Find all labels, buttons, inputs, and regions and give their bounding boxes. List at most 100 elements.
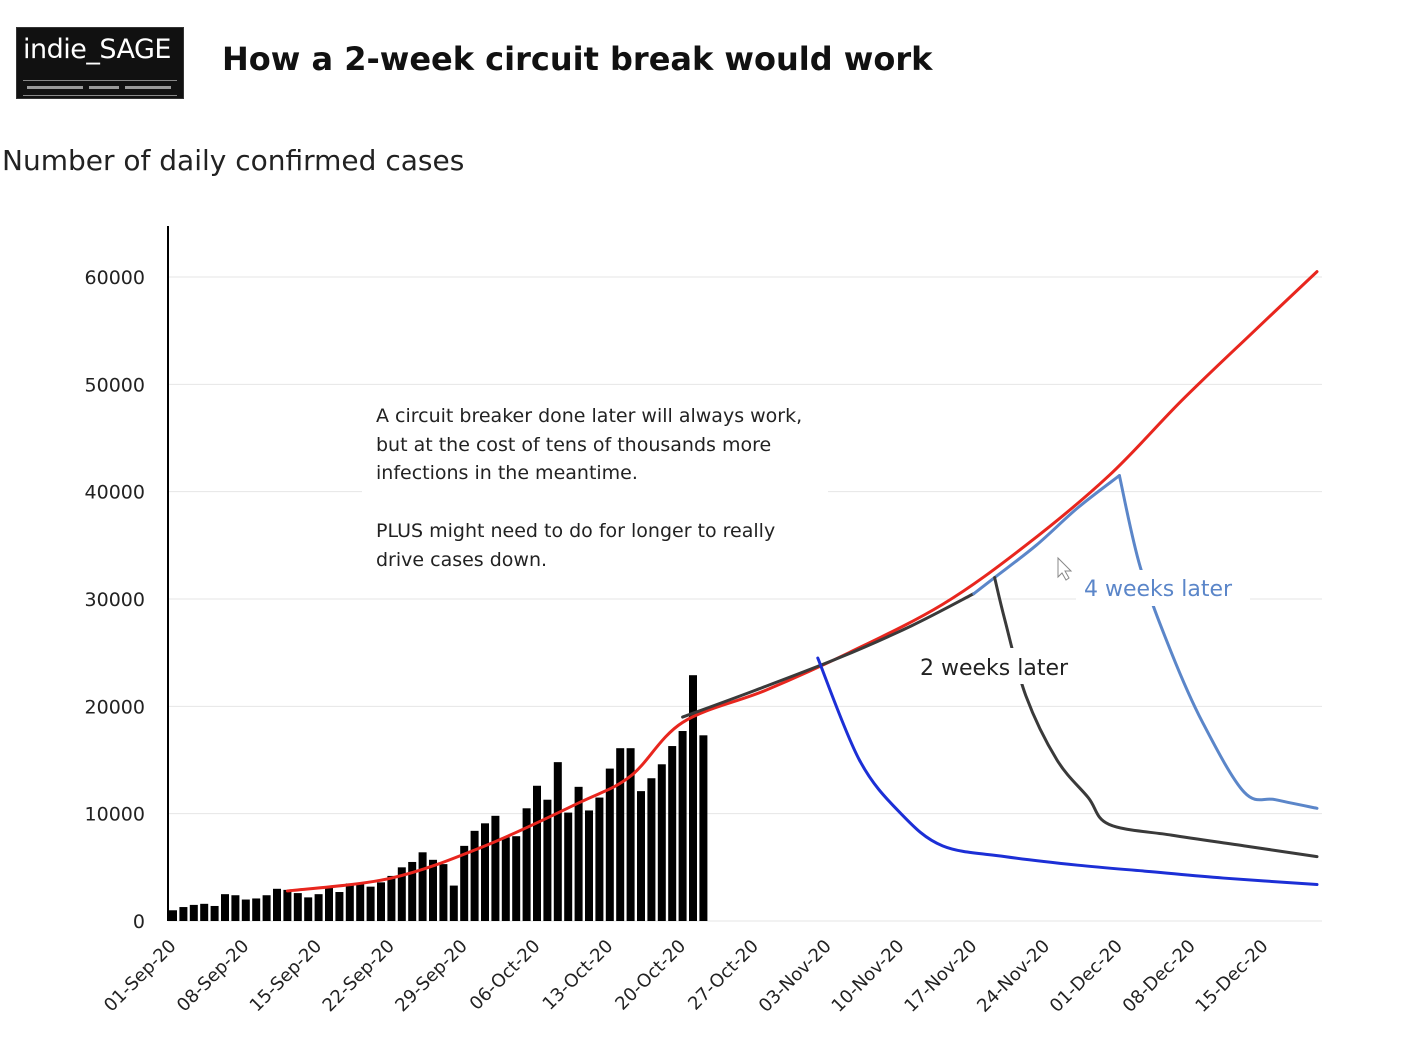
x-tick-label: 06-Oct-20	[466, 936, 545, 1015]
x-tick-labels: 01-Sep-2008-Sep-2015-Sep-2022-Sep-2029-S…	[100, 936, 1272, 1017]
case-bar	[449, 885, 458, 921]
case-bar	[460, 845, 469, 921]
case-bar	[231, 895, 240, 921]
y-tick-label: 10000	[85, 804, 145, 826]
case-bar	[335, 892, 344, 921]
label-bg	[1076, 570, 1250, 606]
case-bar	[585, 810, 593, 921]
annotation-box	[362, 394, 828, 584]
case-bar	[210, 905, 219, 921]
x-tick-label: 01-Dec-20	[1046, 936, 1127, 1017]
case-bar	[605, 768, 614, 921]
case-bar	[439, 864, 448, 921]
series-line	[1117, 474, 1319, 810]
x-tick-label: 15-Sep-20	[246, 936, 326, 1016]
x-tick-label: 17-Nov-20	[900, 936, 981, 1017]
case-bar	[252, 898, 261, 921]
two-weeks-later-label: 2 weeks later	[920, 656, 1069, 681]
case-bar	[637, 791, 645, 921]
y-tick-label: 0	[133, 911, 145, 933]
y-tick-label: 50000	[85, 374, 145, 396]
x-tick-label: 08-Dec-20	[1119, 936, 1200, 1017]
case-bar	[668, 746, 677, 921]
case-bar	[314, 894, 323, 921]
y-tick-label: 20000	[85, 696, 145, 718]
case-bar	[553, 762, 562, 921]
case-bar	[564, 812, 573, 921]
indie-sage-logo: indie_SAGE	[16, 27, 184, 99]
page-title: How a 2-week circuit break would work	[222, 40, 933, 78]
case-bar	[647, 778, 656, 921]
annotation-text-line: but at the cost of tens of thousands mor…	[376, 434, 771, 456]
case-bar	[491, 815, 500, 921]
case-bar	[200, 903, 209, 921]
x-tick-label: 08-Sep-20	[173, 936, 253, 1016]
case-bar	[179, 907, 188, 921]
series-line	[993, 576, 1319, 859]
daily-case-bars	[169, 675, 708, 921]
gridlines	[168, 276, 1322, 922]
annotation-text-line: A circuit breaker done later will always…	[376, 405, 802, 427]
case-bar	[512, 836, 521, 921]
x-tick-label: 22-Sep-20	[319, 936, 399, 1016]
x-tick-label: 01-Sep-20	[100, 936, 180, 1016]
four-weeks-later-label: 4 weeks later	[1084, 577, 1233, 602]
case-bar	[574, 786, 583, 921]
y-tick-labels: 0 10000 20000 30000 40000 50000 60000	[85, 267, 145, 933]
case-bar	[293, 893, 302, 921]
case-bar	[522, 808, 531, 921]
x-tick-label: 29-Sep-20	[391, 936, 471, 1016]
case-bar	[262, 895, 271, 921]
x-tick-label: 20-Oct-20	[611, 936, 690, 1015]
case-bar	[325, 887, 333, 921]
logo-text: indie_SAGE	[23, 34, 171, 65]
case-bar	[241, 899, 250, 921]
series-line	[681, 592, 976, 719]
case-bar	[387, 875, 396, 921]
y-axis-title: Number of daily confirmed cases	[2, 144, 465, 177]
annotation-text-line: drive cases down.	[376, 549, 547, 571]
x-tick-label: 03-Nov-20	[755, 936, 836, 1017]
x-tick-label: 13-Oct-20	[539, 936, 618, 1015]
case-bar	[366, 886, 375, 921]
series-line	[972, 474, 1121, 596]
case-bar	[429, 859, 437, 921]
label-bg	[913, 648, 1077, 684]
annotation-text-line: PLUS might need to do for longer to real…	[376, 520, 775, 542]
case-bar	[501, 837, 510, 921]
case-bar	[221, 894, 229, 921]
case-bar	[699, 735, 708, 921]
x-tick-label: 24-Nov-20	[973, 936, 1054, 1017]
series-line	[816, 656, 1319, 887]
case-bar	[283, 889, 292, 921]
case-bar	[418, 852, 427, 921]
annotations: A circuit breaker done later will always…	[362, 394, 1250, 684]
case-bar	[689, 675, 697, 921]
case-bar	[626, 748, 635, 921]
case-bar	[616, 748, 625, 921]
case-bar	[657, 764, 666, 921]
case-bar	[481, 823, 489, 921]
case-bar	[397, 867, 406, 921]
case-bar	[356, 883, 365, 921]
case-bar	[377, 882, 385, 921]
case-bar	[345, 883, 354, 921]
x-tick-label: 15-Dec-20	[1191, 936, 1272, 1017]
mouse-pointer-icon	[1057, 556, 1073, 581]
projection-lines	[285, 270, 1319, 893]
case-bar	[169, 910, 177, 921]
case-bar	[304, 897, 313, 921]
case-bar	[470, 830, 479, 921]
y-tick-label: 60000	[85, 267, 145, 289]
y-tick-label: 40000	[85, 482, 145, 504]
case-bar	[273, 888, 281, 921]
y-tick-label: 30000	[85, 589, 145, 611]
case-bar	[678, 731, 687, 921]
case-bar	[189, 904, 198, 921]
logo-tagline	[23, 80, 177, 96]
case-bar	[408, 861, 417, 921]
case-bar	[533, 785, 541, 921]
x-tick-label: 10-Nov-20	[828, 936, 909, 1017]
case-bar	[543, 799, 552, 921]
